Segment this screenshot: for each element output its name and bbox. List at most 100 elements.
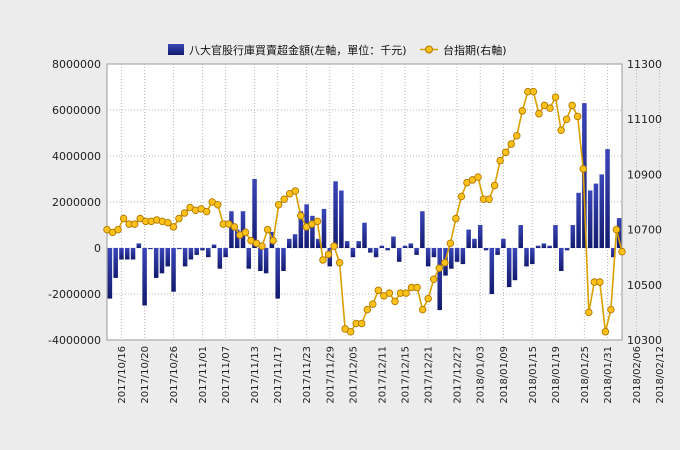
- x-tick-label: 2017/10/16: [117, 346, 128, 404]
- legend-bar-swatch: [168, 44, 184, 55]
- bar: [593, 183, 599, 248]
- bar: [535, 245, 541, 248]
- line-point: [507, 140, 515, 148]
- line-point: [313, 217, 322, 226]
- line-point: [518, 107, 527, 115]
- bar: [570, 225, 576, 248]
- bar: [310, 215, 315, 248]
- bar: [292, 234, 298, 248]
- bar: [229, 211, 234, 248]
- bar: [252, 179, 257, 248]
- bar: [530, 248, 535, 265]
- bar: [373, 248, 379, 258]
- line-point: [573, 112, 582, 121]
- x-tick-label: 2017/12/21: [424, 346, 435, 404]
- line-point: [607, 305, 615, 314]
- line-point: [568, 101, 576, 110]
- bar: [234, 229, 240, 248]
- line-point: [391, 297, 399, 306]
- bar: [489, 248, 495, 294]
- bar: [518, 225, 523, 248]
- legend: 八大官股行庫買賣超金額(左軸，單位：千元) 台指期(右軸): [168, 43, 507, 57]
- line-point: [513, 132, 521, 140]
- x-tick-label: 2017/11/01: [198, 346, 209, 404]
- line-point: [618, 247, 626, 256]
- line-point: [612, 225, 621, 234]
- line-point: [596, 278, 604, 286]
- x-tick-label: 2018/01/03: [476, 346, 487, 404]
- line-point: [496, 156, 504, 165]
- bar: [379, 245, 385, 248]
- line-point: [335, 258, 344, 267]
- bar: [148, 248, 153, 250]
- x-tick-label: 2017/11/29: [325, 346, 336, 404]
- left-y-tick-label: 4000000: [52, 150, 101, 163]
- legend-line-marker: [425, 45, 433, 54]
- bar: [258, 248, 263, 271]
- line-point: [319, 256, 327, 264]
- bar: [368, 248, 373, 253]
- line-series: [103, 87, 626, 336]
- right-y-tick-label: 11100: [627, 113, 662, 126]
- x-tick-label: 2018/02/12: [655, 346, 666, 404]
- bar: [188, 248, 194, 260]
- bar: [281, 248, 286, 271]
- bar: [275, 248, 280, 299]
- bar: [582, 103, 587, 248]
- bar: [466, 229, 471, 248]
- line-point: [114, 225, 122, 234]
- bar: [402, 245, 408, 248]
- bar: [124, 248, 130, 260]
- x-tick-label: 2017/11/17: [273, 346, 284, 404]
- bar: [472, 238, 477, 248]
- bar: [501, 238, 506, 248]
- line-point: [490, 181, 499, 190]
- bar: [159, 248, 165, 274]
- line-point: [164, 218, 172, 227]
- line-point: [169, 223, 178, 231]
- bar: [483, 248, 489, 251]
- line-point: [274, 201, 283, 209]
- left-y-tick-label: 8000000: [52, 58, 101, 71]
- left-y-axis: -4000000 -2000000 0 2000000 4000000 6000000 80…: [48, 58, 101, 347]
- left-y-tick-label: -2000000: [48, 288, 101, 301]
- line-point: [280, 195, 288, 203]
- x-tick-label: 2017/12/11: [377, 346, 388, 404]
- line-point: [324, 250, 333, 259]
- bar: [142, 248, 147, 306]
- right-y-tick-label: 10900: [627, 168, 662, 181]
- line-point: [435, 264, 444, 272]
- line-point: [291, 187, 300, 195]
- line-point: [175, 214, 183, 223]
- bar: [350, 248, 356, 258]
- x-tick-label: 2017/10/20: [140, 346, 151, 404]
- bar: [206, 248, 211, 258]
- legend-bar-label: 八大官股行庫買賣超金額(左軸，單位：千元): [189, 43, 407, 57]
- line-point: [446, 239, 455, 248]
- line-point: [562, 115, 571, 123]
- right-y-axis: 10300 10500 10700 10900 11100 11300: [627, 58, 662, 347]
- x-tick-label: 2018/01/19: [551, 346, 562, 404]
- bar: [119, 248, 124, 260]
- line-point: [269, 236, 277, 245]
- line-point: [369, 300, 377, 308]
- bar: [431, 248, 437, 258]
- x-tick-label: 2017/12/27: [453, 346, 464, 404]
- bar: [246, 248, 252, 269]
- right-y-tick-label: 10500: [627, 279, 662, 292]
- bar: [408, 243, 414, 248]
- line-point: [579, 165, 587, 173]
- line-point: [452, 214, 460, 223]
- bar: [211, 244, 217, 248]
- bar: [558, 248, 564, 271]
- bar: [547, 245, 552, 248]
- bar: [177, 248, 182, 250]
- x-tick-label: 2017/12/15: [401, 346, 412, 404]
- bar: [171, 248, 176, 292]
- bar: [136, 243, 142, 248]
- x-tick-label: 2017/11/07: [221, 346, 232, 404]
- line-point: [546, 104, 554, 112]
- line-point: [330, 242, 338, 250]
- bar: [344, 241, 350, 248]
